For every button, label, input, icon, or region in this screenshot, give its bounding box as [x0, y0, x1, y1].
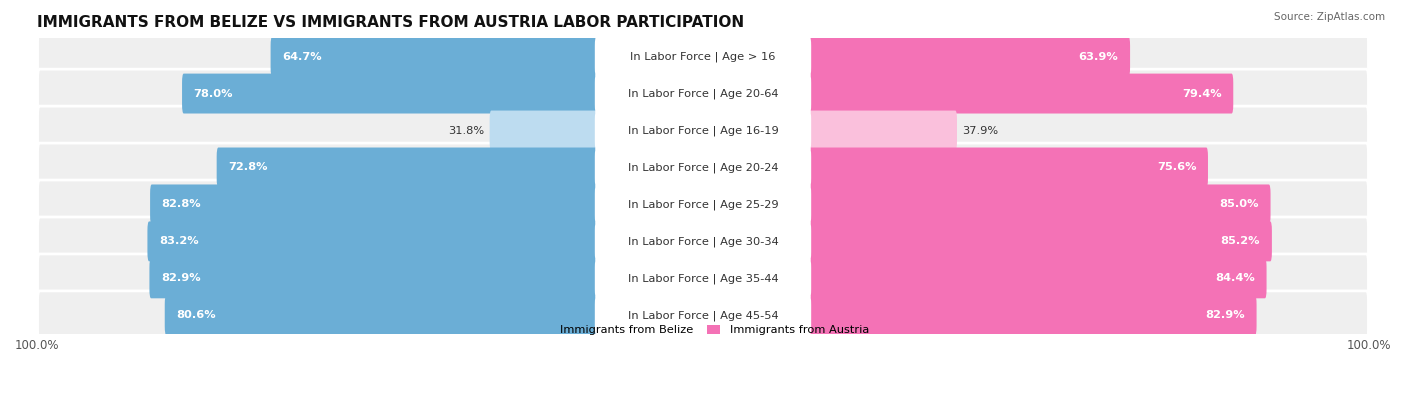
- FancyBboxPatch shape: [148, 222, 704, 261]
- Text: 72.8%: 72.8%: [228, 162, 267, 173]
- Text: 75.6%: 75.6%: [1157, 162, 1197, 173]
- FancyBboxPatch shape: [595, 184, 811, 224]
- FancyBboxPatch shape: [149, 258, 704, 298]
- Text: In Labor Force | Age 30-34: In Labor Force | Age 30-34: [627, 236, 779, 246]
- FancyBboxPatch shape: [181, 73, 704, 113]
- FancyBboxPatch shape: [38, 254, 1368, 303]
- FancyBboxPatch shape: [595, 295, 811, 335]
- FancyBboxPatch shape: [38, 180, 1368, 229]
- FancyBboxPatch shape: [702, 73, 1233, 113]
- Text: 31.8%: 31.8%: [449, 126, 485, 135]
- Text: In Labor Force | Age 45-54: In Labor Force | Age 45-54: [627, 310, 779, 321]
- FancyBboxPatch shape: [595, 37, 811, 77]
- FancyBboxPatch shape: [595, 147, 811, 188]
- Text: In Labor Force | Age 25-29: In Labor Force | Age 25-29: [627, 199, 779, 210]
- FancyBboxPatch shape: [702, 37, 1130, 77]
- FancyBboxPatch shape: [270, 37, 704, 77]
- FancyBboxPatch shape: [38, 106, 1368, 155]
- Text: 82.9%: 82.9%: [162, 273, 201, 283]
- Legend: Immigrants from Belize, Immigrants from Austria: Immigrants from Belize, Immigrants from …: [533, 320, 873, 340]
- Text: 82.9%: 82.9%: [1205, 310, 1244, 320]
- FancyBboxPatch shape: [38, 32, 1368, 81]
- FancyBboxPatch shape: [702, 222, 1272, 261]
- FancyBboxPatch shape: [38, 143, 1368, 192]
- Text: 85.0%: 85.0%: [1219, 199, 1258, 209]
- FancyBboxPatch shape: [702, 258, 1267, 298]
- FancyBboxPatch shape: [702, 147, 1208, 188]
- Text: Source: ZipAtlas.com: Source: ZipAtlas.com: [1274, 12, 1385, 22]
- Text: 83.2%: 83.2%: [159, 236, 198, 246]
- FancyBboxPatch shape: [165, 295, 704, 335]
- Text: 80.6%: 80.6%: [176, 310, 217, 320]
- FancyBboxPatch shape: [595, 222, 811, 261]
- FancyBboxPatch shape: [595, 73, 811, 113]
- Text: 63.9%: 63.9%: [1078, 52, 1118, 62]
- FancyBboxPatch shape: [38, 217, 1368, 266]
- Text: 84.4%: 84.4%: [1215, 273, 1256, 283]
- FancyBboxPatch shape: [595, 258, 811, 298]
- Text: In Labor Force | Age 35-44: In Labor Force | Age 35-44: [627, 273, 779, 284]
- Text: 82.8%: 82.8%: [162, 199, 201, 209]
- FancyBboxPatch shape: [489, 111, 704, 150]
- FancyBboxPatch shape: [702, 184, 1271, 224]
- Text: 37.9%: 37.9%: [962, 126, 998, 135]
- Text: In Labor Force | Age 20-64: In Labor Force | Age 20-64: [627, 88, 779, 99]
- FancyBboxPatch shape: [217, 147, 704, 188]
- Text: In Labor Force | Age > 16: In Labor Force | Age > 16: [630, 51, 776, 62]
- Text: 85.2%: 85.2%: [1220, 236, 1260, 246]
- FancyBboxPatch shape: [702, 111, 957, 150]
- FancyBboxPatch shape: [38, 291, 1368, 340]
- Text: IMMIGRANTS FROM BELIZE VS IMMIGRANTS FROM AUSTRIA LABOR PARTICIPATION: IMMIGRANTS FROM BELIZE VS IMMIGRANTS FRO…: [37, 15, 744, 30]
- Text: 79.4%: 79.4%: [1182, 88, 1222, 98]
- FancyBboxPatch shape: [702, 295, 1257, 335]
- FancyBboxPatch shape: [595, 111, 811, 150]
- Text: In Labor Force | Age 16-19: In Labor Force | Age 16-19: [627, 125, 779, 136]
- Text: 78.0%: 78.0%: [194, 88, 233, 98]
- Text: In Labor Force | Age 20-24: In Labor Force | Age 20-24: [627, 162, 779, 173]
- FancyBboxPatch shape: [38, 69, 1368, 118]
- FancyBboxPatch shape: [150, 184, 704, 224]
- Text: 64.7%: 64.7%: [283, 52, 322, 62]
